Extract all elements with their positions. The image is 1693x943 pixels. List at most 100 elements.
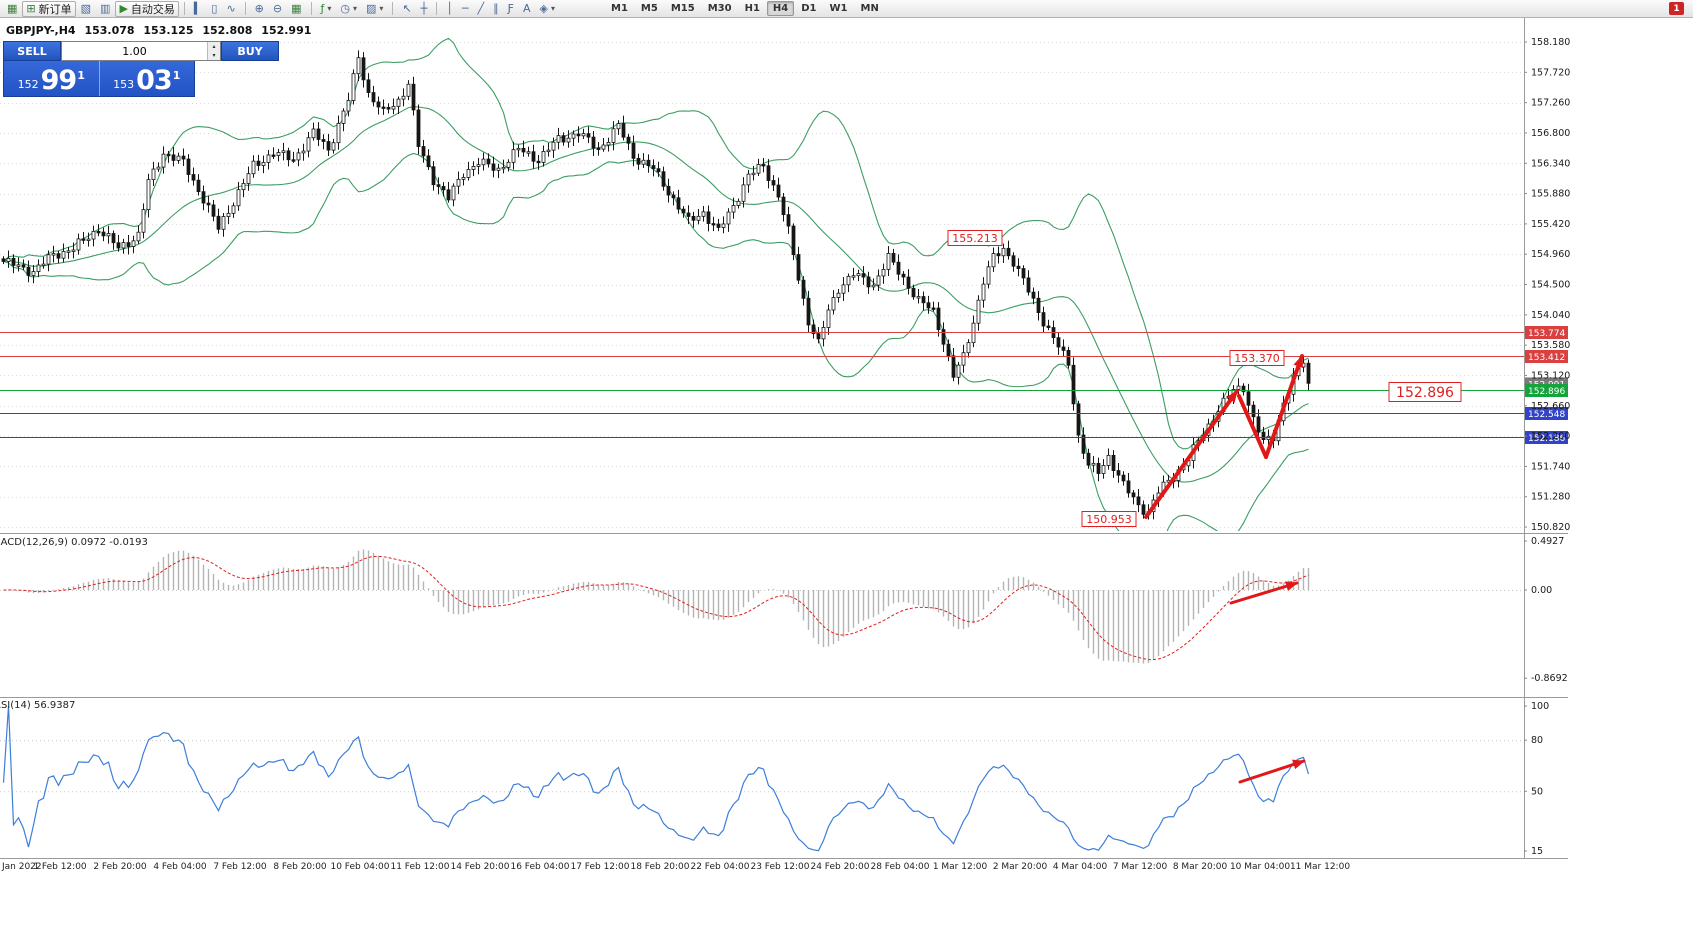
svg-text:157.720: 157.720 xyxy=(1531,67,1570,78)
trend-arrow[interactable] xyxy=(1238,759,1306,784)
buy-button[interactable]: BUY xyxy=(221,41,279,61)
svg-text:154.040: 154.040 xyxy=(1531,310,1570,321)
svg-text:152.896: 152.896 xyxy=(1396,385,1454,401)
timeframe-d1-button[interactable]: D1 xyxy=(795,1,822,16)
svg-text:153.412: 153.412 xyxy=(1528,353,1565,363)
svg-text:15: 15 xyxy=(1531,846,1543,857)
rsi-scale-labels: 100 80 50 15 xyxy=(1524,701,1549,857)
timeframe-bar: M1 M5 M15 M30 H1 H4 D1 W1 MN xyxy=(605,1,885,16)
svg-text:11 Feb 12:00: 11 Feb 12:00 xyxy=(390,862,449,872)
indicators-button[interactable]: ƒ ▾ xyxy=(317,1,336,17)
zoom-in-button[interactable]: ⊕ xyxy=(251,1,268,17)
bar-chart-button[interactable]: ▍ xyxy=(190,1,206,17)
equidistant-channel-button[interactable]: ∥ xyxy=(489,1,503,17)
time-axis-labels: Jan 20221 Feb 12:00 2 Feb 20:00 4 Feb 04:0… xyxy=(1,862,1350,872)
toolbar-separator xyxy=(436,2,438,15)
profiles-button[interactable]: ▧ xyxy=(77,1,95,17)
cursor-button[interactable]: ↖ xyxy=(398,1,415,17)
svg-text:23 Feb 12:00: 23 Feb 12:00 xyxy=(750,862,809,872)
tile-windows-icon: ▦ xyxy=(291,2,302,15)
svg-text:150.953: 150.953 xyxy=(1086,513,1132,526)
indicators-icon: ƒ xyxy=(320,2,325,15)
svg-text:0.4927: 0.4927 xyxy=(1531,536,1564,547)
svg-text:8 Feb 20:00: 8 Feb 20:00 xyxy=(273,862,327,872)
indicators-dropdown-icon: ▾ xyxy=(327,4,332,13)
volume-increase-button[interactable]: ▴ xyxy=(208,42,220,51)
svg-text:155.420: 155.420 xyxy=(1531,219,1570,230)
annotation-155.213[interactable]: 155.213 xyxy=(947,230,1003,246)
one-click-trading-panel: SELL ▴ ▾ BUY 152 99 1 153 03 1 xyxy=(3,41,279,97)
svg-text:Jan 2022: Jan 2022 xyxy=(1,862,42,872)
svg-text:152.896: 152.896 xyxy=(1528,387,1565,397)
annotation-150.953[interactable]: 150.953 xyxy=(1081,511,1137,527)
svg-text:2 Mar 20:00: 2 Mar 20:00 xyxy=(993,862,1048,872)
svg-text:158.180: 158.180 xyxy=(1531,37,1570,48)
svg-text:10 Mar 04:00: 10 Mar 04:00 xyxy=(1230,862,1290,872)
vertical-line-button[interactable]: │ xyxy=(442,1,457,17)
crosshair-icon: ┼ xyxy=(420,2,428,15)
zoom-out-button[interactable]: ⊖ xyxy=(269,1,286,17)
annotation-153.370[interactable]: 153.370 xyxy=(1229,350,1285,366)
svg-text:155.213: 155.213 xyxy=(952,232,998,245)
buy-price[interactable]: 153 03 1 xyxy=(100,61,195,96)
timeframe-m15-button[interactable]: M15 xyxy=(665,1,701,16)
trend-arrow[interactable] xyxy=(1229,581,1299,605)
charts-list-icon: ▥ xyxy=(100,2,111,15)
macd-signal-line xyxy=(3,555,1309,661)
crosshair-button[interactable]: ┼ xyxy=(417,1,432,17)
timeframe-mn-button[interactable]: MN xyxy=(855,1,885,16)
timeframe-h1-button[interactable]: H1 xyxy=(739,1,766,16)
periods-icon: ◷ xyxy=(340,2,350,15)
timeframe-m1-button[interactable]: M1 xyxy=(605,1,634,16)
price-scale[interactable] xyxy=(1524,18,1568,858)
svg-text:152.200: 152.200 xyxy=(1531,431,1570,442)
sell-button[interactable]: SELL xyxy=(3,41,61,61)
periods-button[interactable]: ◷ ▾ xyxy=(336,1,361,17)
svg-text:153.120: 153.120 xyxy=(1531,370,1570,381)
timeframe-m5-button[interactable]: M5 xyxy=(635,1,664,16)
trendline-button[interactable]: ╱ xyxy=(474,1,489,17)
line-chart-icon: ∿ xyxy=(226,2,236,15)
volume-decrease-button[interactable]: ▾ xyxy=(208,51,220,60)
sell-price[interactable]: 152 99 1 xyxy=(4,61,100,96)
sell-price-pipette: 1 xyxy=(77,69,85,82)
time-scale[interactable] xyxy=(0,858,1568,874)
annotation-152.896[interactable]: 152.896 xyxy=(1388,382,1462,402)
trend-arrow[interactable] xyxy=(1264,354,1304,459)
new-chart-button[interactable]: ▦ xyxy=(3,1,21,17)
templates-button[interactable]: ▨ ▾ xyxy=(362,1,387,17)
notification-badge[interactable]: 1 xyxy=(1669,2,1684,15)
trend-arrow[interactable] xyxy=(1237,394,1268,459)
new-order-button[interactable]: ⊞ 新订单 xyxy=(22,0,76,17)
price-tag-153.412: 153.412 xyxy=(1525,350,1568,363)
trade-panel-price-row: 152 99 1 153 03 1 xyxy=(3,61,195,97)
charts-list-button[interactable]: ▥ xyxy=(96,1,114,17)
trend-arrow[interactable] xyxy=(1144,389,1239,519)
text-button[interactable]: A xyxy=(519,1,535,17)
svg-text:17 Feb 12:00: 17 Feb 12:00 xyxy=(570,862,629,872)
tile-windows-button[interactable]: ▦ xyxy=(287,1,305,17)
svg-text:156.800: 156.800 xyxy=(1531,128,1570,139)
volume-input[interactable] xyxy=(62,42,207,60)
svg-text:4 Feb 04:00: 4 Feb 04:00 xyxy=(153,862,207,872)
zoom-in-icon: ⊕ xyxy=(254,2,264,15)
timeframe-w1-button[interactable]: W1 xyxy=(824,1,854,16)
timeframe-m30-button[interactable]: M30 xyxy=(702,1,738,16)
candlestick-series xyxy=(1,50,1311,520)
price-tag-152.548: 152.548 xyxy=(1525,407,1568,420)
high-value: 153.125 xyxy=(143,24,194,37)
toolbar-separator xyxy=(310,2,312,15)
timeframe-h4-button[interactable]: H4 xyxy=(766,1,795,16)
candlestick-chart-button[interactable]: ▯ xyxy=(207,1,221,17)
arrows-tool-button[interactable]: ◈ ▾ xyxy=(536,1,559,17)
text-icon: A xyxy=(522,2,531,15)
line-chart-button[interactable]: ∿ xyxy=(222,1,239,17)
horizontal-line-button[interactable]: ─ xyxy=(458,1,473,17)
zoom-out-icon: ⊖ xyxy=(272,2,283,15)
fibonacci-button[interactable]: Ƒ xyxy=(504,1,518,17)
auto-trading-button[interactable]: ▶ 自动交易 xyxy=(115,0,179,17)
toolbar: ▦ ⊞ 新订单 ▧ ▥ ▶ 自动交易 ▍ ▯ ∿ ⊕ ⊖ ▦ ƒ ▾ ◷ ▾ ▨ ▾ ↖ ┼ │ ─ ╱ ∥ Ƒ A ◈ ▾ M1 M5 M… xyxy=(0,0,1693,18)
